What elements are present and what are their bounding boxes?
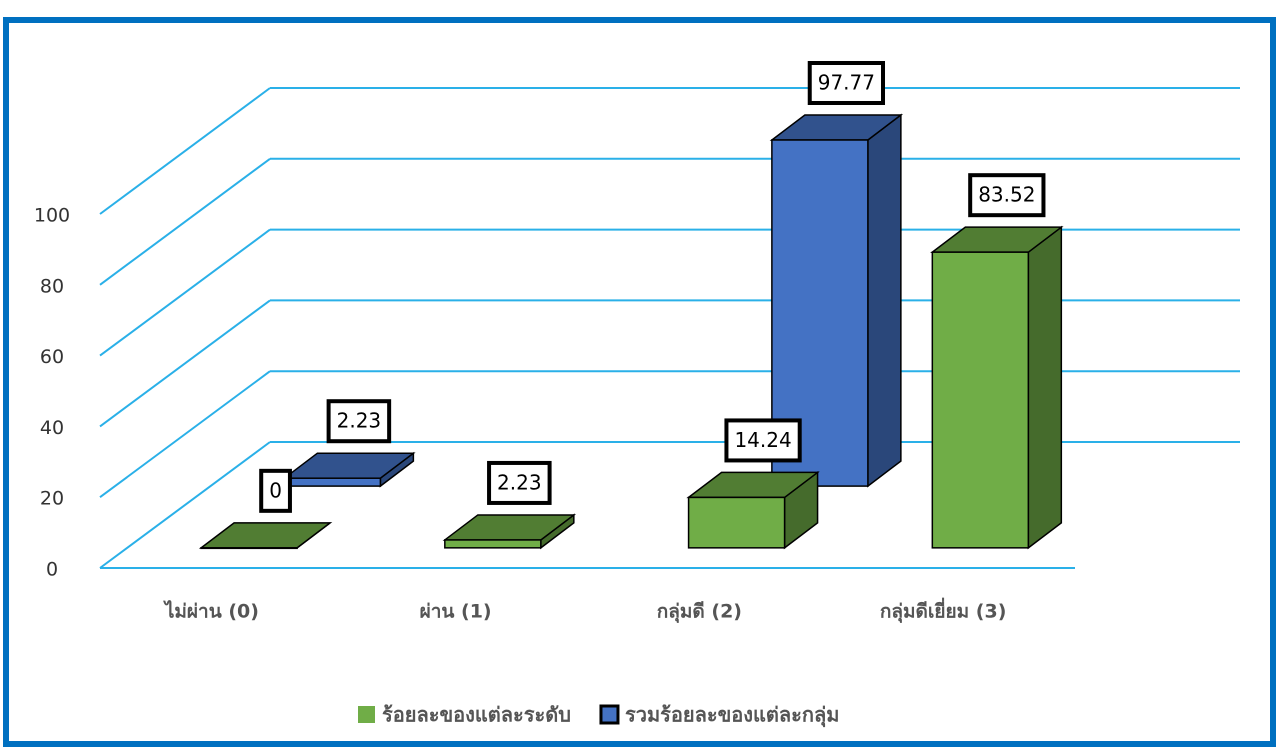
grid-line	[99, 370, 271, 499]
data-label-box	[259, 468, 292, 513]
x-tick-label: กลุ่มดีเยี่ยม (3)	[880, 598, 1007, 624]
y-tick-label: 0	[46, 559, 58, 581]
y-tick-label: 40	[40, 417, 64, 439]
data-label-box	[326, 399, 392, 444]
x-tick-label: ผ่าน (1)	[420, 601, 492, 623]
data-label: 2.23	[337, 409, 382, 433]
data-label: 2.23	[497, 470, 542, 494]
grid-line	[99, 157, 271, 286]
data-label-box	[724, 418, 802, 463]
grid-line	[99, 441, 271, 569]
bar-front	[283, 477, 382, 487]
bar-front	[444, 539, 542, 549]
y-tick-label: 20	[40, 488, 64, 510]
bar-side	[1027, 225, 1063, 550]
y-tick-label: 60	[40, 346, 64, 368]
legend-swatch	[358, 706, 375, 723]
bar	[930, 225, 1064, 550]
bar-side	[867, 113, 902, 488]
data-label: 97.77	[818, 70, 875, 94]
bar	[442, 513, 577, 550]
bar-front	[931, 251, 1030, 549]
x-tick-label: ไม่ผ่าน (0)	[163, 600, 259, 623]
y-tick-label: 80	[40, 275, 64, 297]
bar	[769, 113, 904, 488]
legend-label: ร้อยละของแต่ละระดับ	[382, 703, 571, 727]
data-label-box	[968, 173, 1046, 218]
data-label: 83.52	[978, 183, 1035, 207]
x-tick-label: กลุ่มดี (2)	[657, 601, 742, 624]
frame	[3, 17, 1276, 747]
bar-front	[200, 547, 298, 550]
bar	[198, 522, 333, 550]
data-label: 14.24	[734, 428, 791, 452]
grid-line	[99, 228, 271, 357]
grid-line	[99, 87, 271, 215]
data-label-box	[807, 60, 886, 105]
data-label: 0	[269, 478, 282, 502]
legend-swatch	[599, 704, 620, 725]
y-tick-label: 100	[34, 205, 70, 227]
bar-front	[687, 496, 786, 549]
legend-label: รวมร้อยละของแต่ละกลุ่ม	[625, 703, 840, 728]
data-label-box	[487, 460, 552, 505]
grid-line	[99, 299, 271, 428]
bar	[282, 451, 416, 488]
bar	[686, 470, 820, 550]
